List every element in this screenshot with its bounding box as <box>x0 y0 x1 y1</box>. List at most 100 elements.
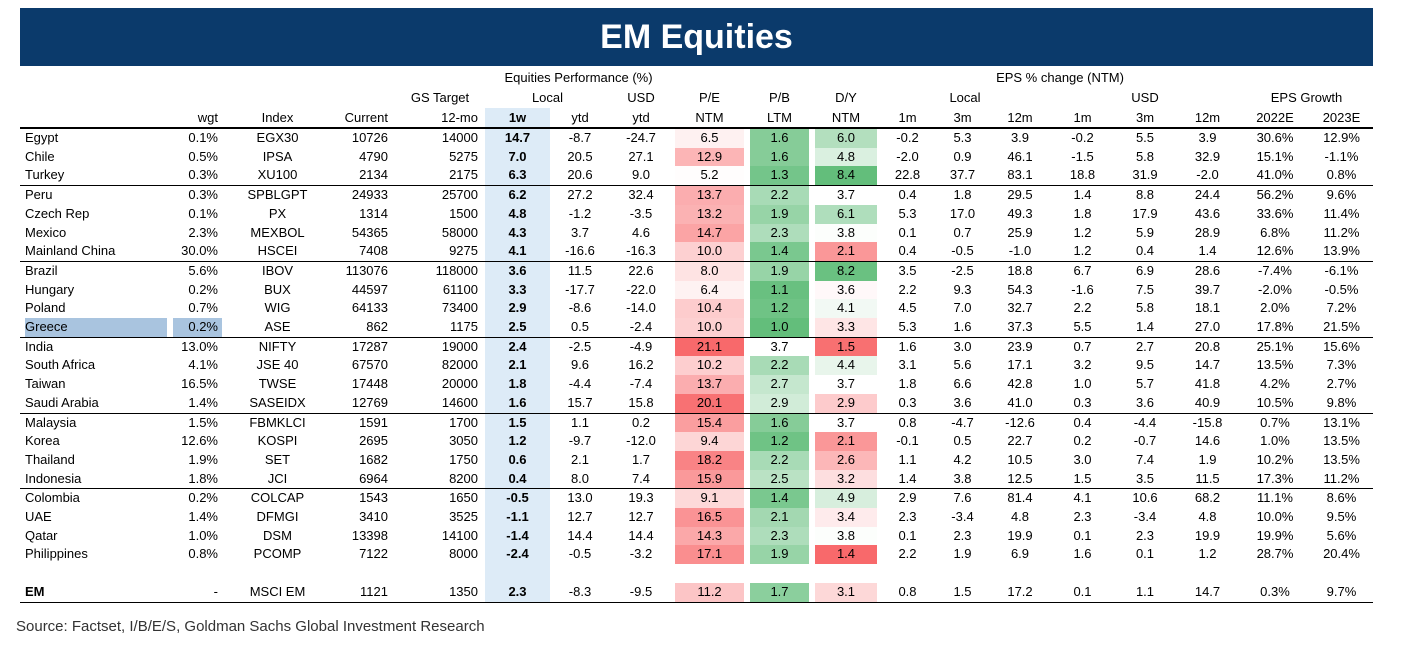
cell: 19.3 <box>610 488 672 509</box>
column-header: 2023E <box>1310 108 1373 129</box>
cell: 73400 <box>395 299 485 318</box>
cell: 7.3% <box>1310 356 1373 375</box>
cell: 15.7 <box>550 394 610 413</box>
cell: 2.1 <box>550 451 610 470</box>
cell-text: -16.3 <box>626 243 656 259</box>
cell: 7.5 <box>1115 281 1175 300</box>
column-header-text: 12m <box>1007 110 1033 125</box>
cell: 1.4 <box>747 242 812 261</box>
column-header: 12m <box>990 108 1050 129</box>
header-text: P/B <box>750 88 809 108</box>
cell-text: 1.9% <box>188 451 218 467</box>
cell: IBOV <box>225 260 330 281</box>
cell: 2.1 <box>747 508 812 527</box>
cell: -9.5 <box>610 582 672 603</box>
cell-text: 1.9 <box>750 262 809 281</box>
cell-text: 19.9% <box>1256 527 1294 543</box>
cell-text: 4.2 <box>953 451 972 467</box>
cell-text: 1.8 <box>1073 205 1092 221</box>
cell: 0.2% <box>170 318 225 337</box>
cell-text: FBMKLCI <box>249 414 306 430</box>
cell: 8.8 <box>1115 185 1175 205</box>
cell-text: 1.6 <box>750 129 809 148</box>
cell-text: 31.9 <box>1132 167 1158 183</box>
row-label: Brazil <box>20 260 170 281</box>
cell: 0.2% <box>170 281 225 300</box>
cell-text: 41.8 <box>1194 376 1221 392</box>
cell: 2.3 <box>1115 527 1175 546</box>
cell: 0.5 <box>550 318 610 337</box>
cell-text: PCOMP <box>253 546 302 562</box>
cell: -0.1 <box>880 432 935 451</box>
cell-text: 6.9 <box>1010 546 1030 562</box>
cell-text: -24.7 <box>626 130 656 145</box>
cell: 11.2% <box>1310 224 1373 243</box>
cell-text: Chile <box>25 148 55 164</box>
cell-text: 1.3 <box>750 166 809 186</box>
cell-text: -1.2 <box>568 205 592 221</box>
cell-text: -0.5 <box>951 243 974 259</box>
cell-text: 7.6 <box>953 490 972 506</box>
row-label: Colombia <box>20 488 170 509</box>
cell: 5.6 <box>935 356 990 375</box>
cell-text: 2.9 <box>898 490 917 506</box>
cell-text: 29.5 <box>1007 187 1033 203</box>
cell-text: 8.0 <box>570 470 590 486</box>
cell: 61100 <box>395 281 485 300</box>
cell-text: -15.8 <box>1192 414 1223 430</box>
cell-text: 4.8 <box>1010 509 1030 525</box>
cell-text: 17.1 <box>675 545 744 565</box>
cell: 1.6 <box>747 128 812 148</box>
cell: 0.7% <box>1240 412 1310 433</box>
cell: 14.7 <box>485 128 550 148</box>
cell: 54.3 <box>990 281 1050 300</box>
cell: 0.1 <box>880 224 935 243</box>
cell-text: 6.9 <box>1135 262 1155 278</box>
cell: 0.2 <box>1050 432 1115 451</box>
cell: 1350 <box>395 582 485 603</box>
cell: 56.2% <box>1240 185 1310 205</box>
cell: 7.2% <box>1310 299 1373 318</box>
cell: 10.6 <box>1115 488 1175 509</box>
cell: TWSE <box>225 375 330 394</box>
cell: 1.7 <box>747 582 812 603</box>
cell: 2.7% <box>1310 375 1373 394</box>
cell-text: 27.1 <box>628 148 654 164</box>
cell: 7.6 <box>935 488 990 509</box>
cell: -15.8 <box>1175 412 1240 433</box>
header-blank <box>1240 68 1373 88</box>
cell-text: 17287 <box>351 338 388 354</box>
data-row: Colombia 0.2% COLCAP 1543 1650 -0.5 13.0 19.3 9.… <box>20 488 1373 509</box>
cell: 1.8 <box>1050 205 1115 224</box>
cell: 1.1 <box>747 280 812 300</box>
cell: 23.9 <box>990 336 1050 357</box>
cell: 44597 <box>330 281 395 300</box>
cell: 2.3 <box>747 223 812 243</box>
column-header: 12m <box>1175 108 1240 129</box>
cell-text: 5275 <box>449 148 478 164</box>
cell: 1.8 <box>935 185 990 205</box>
cell: 13.5% <box>1310 432 1373 451</box>
cell-text: 2.3 <box>953 527 972 543</box>
header-text: P/E <box>675 88 744 108</box>
cell-text: 1314 <box>359 205 388 221</box>
cell-text: -12.6 <box>1005 414 1035 430</box>
cell: 12.6% <box>170 432 225 451</box>
cell-text: 1543 <box>359 490 388 506</box>
cell: 1.6 <box>935 318 990 337</box>
cell: 1.2 <box>1050 224 1115 243</box>
cell-text: 5.6 <box>953 357 972 373</box>
cell-text: 1591 <box>359 414 388 430</box>
cell-text: 3.3 <box>508 281 527 297</box>
cell: 1591 <box>330 412 395 433</box>
cell: 5.3 <box>880 318 935 337</box>
cell: 1.0 <box>1050 375 1115 394</box>
cell: 5.5 <box>1050 318 1115 337</box>
row-label: Taiwan <box>20 375 170 394</box>
cell-text: 24933 <box>351 187 388 203</box>
cell: 0.8% <box>1310 166 1373 185</box>
cell: 19000 <box>395 336 485 357</box>
cell-text: 2.3% <box>188 224 218 240</box>
cell-text: 9275 <box>449 243 478 259</box>
column-header-text: 1w <box>508 110 527 125</box>
